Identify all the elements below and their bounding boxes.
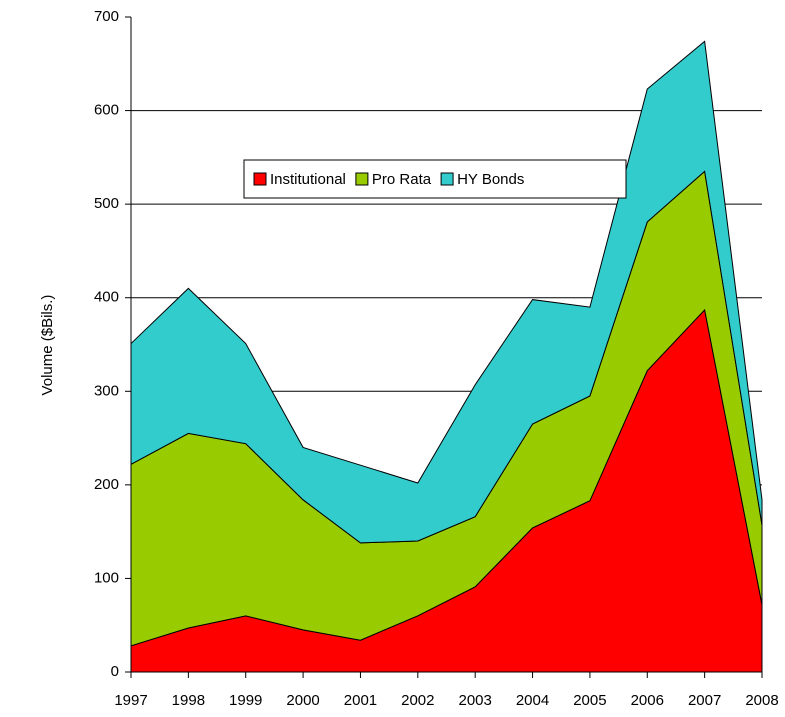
legend-label: HY Bonds [457,171,524,188]
x-tick-label: 2002 [401,692,434,709]
legend-label: Pro Rata [372,171,432,188]
x-tick-label: 2000 [286,692,319,709]
x-tick-label: 1999 [229,692,262,709]
legend-swatch [355,172,369,186]
legend-swatch [440,172,454,186]
legend-swatch [253,172,267,186]
x-tick-label: 2007 [688,692,721,709]
x-tick-label: 2008 [745,692,778,709]
y-tick-label: 0 [111,663,119,680]
y-tick-label: 400 [94,289,119,306]
y-tick-label: 600 [94,102,119,119]
legend-label: Institutional [270,171,346,188]
x-tick-label: 1998 [172,692,205,709]
y-axis-label: Volume ($Bils.) [39,295,56,396]
y-tick-label: 100 [94,569,119,586]
x-tick-label: 2003 [458,692,491,709]
y-tick-label: 700 [94,8,119,25]
y-tick-label: 200 [94,476,119,493]
y-tick-label: 500 [94,195,119,212]
x-tick-label: 2006 [631,692,664,709]
x-tick-label: 2001 [344,692,377,709]
legend-box [243,159,627,199]
x-tick-label: 2005 [573,692,606,709]
area [130,40,763,544]
x-tick-label: 1997 [114,692,147,709]
x-tick-label: 2004 [516,692,549,709]
y-tick-label: 300 [94,382,119,399]
